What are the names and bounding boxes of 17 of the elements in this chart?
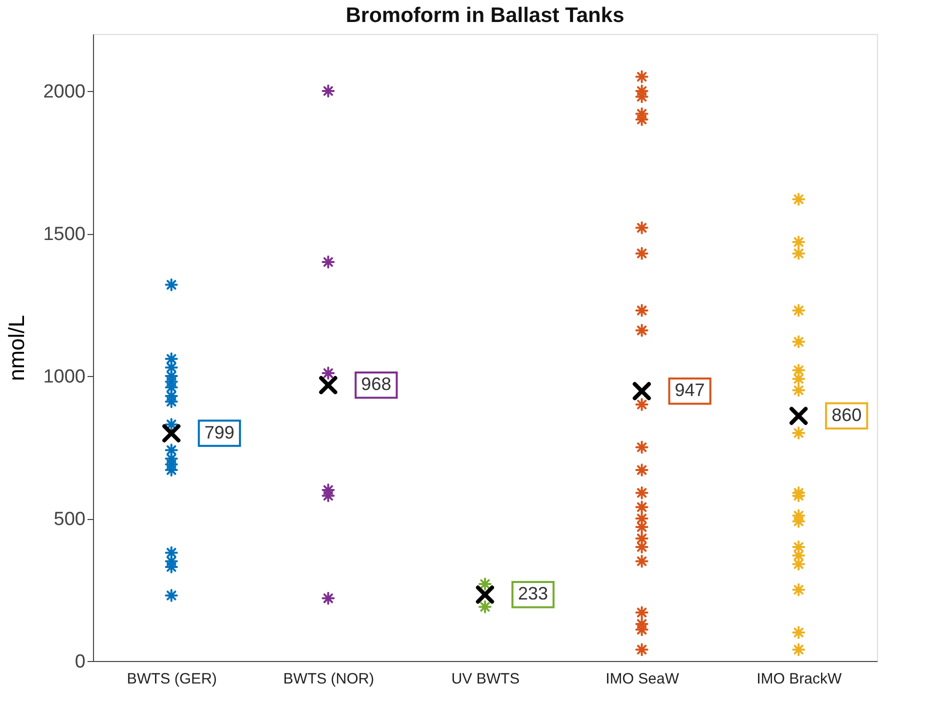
y-tick-label: 0 — [74, 652, 86, 672]
data-label: 233 — [518, 584, 548, 604]
data-label: 860 — [832, 404, 862, 425]
x-tick-label: BWTS (GER) — [126, 670, 217, 688]
data-label: 947 — [674, 380, 705, 400]
x-tick-label: IMO BrackW — [756, 670, 842, 688]
y-tick-label: 1000 — [43, 366, 86, 388]
x-tick-label: BWTS (NOR) — [283, 670, 374, 688]
x-tick-label: IMO SeaW — [606, 670, 680, 688]
y-tick-label: 500 — [54, 509, 86, 530]
chart-title: Bromoform in Ballast Tanks — [346, 4, 624, 27]
data-label: 799 — [204, 422, 234, 442]
y-tick-label: 1500 — [43, 224, 86, 245]
x-tick-label: UV BWTS — [451, 670, 520, 688]
y-tick-label: 2000 — [43, 82, 86, 102]
data-label: 968 — [361, 374, 392, 394]
y-axis-title: nmol/L — [4, 314, 30, 382]
